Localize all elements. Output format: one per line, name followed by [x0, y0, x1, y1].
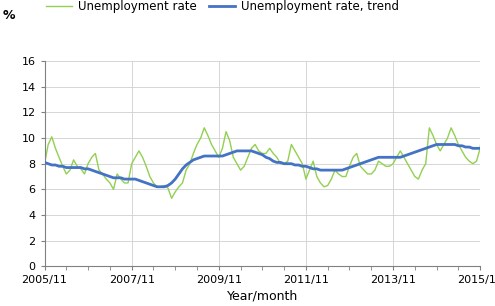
Unemployment rate, trend — [361, 161, 367, 164]
Unemployment rate, trend — [376, 155, 382, 159]
Unemployment rate — [42, 162, 48, 166]
Unemployment rate — [361, 168, 367, 172]
Unemployment rate, trend — [42, 161, 48, 164]
Unemployment rate — [74, 164, 80, 168]
Unemployment rate — [376, 159, 382, 163]
Legend: Unemployment rate, Unemployment rate, trend: Unemployment rate, Unemployment rate, tr… — [42, 0, 403, 18]
Text: %: % — [2, 9, 15, 22]
Unemployment rate, trend — [434, 143, 440, 146]
Line: Unemployment rate, trend: Unemployment rate, trend — [45, 144, 495, 187]
Unemployment rate — [481, 113, 487, 117]
Unemployment rate — [169, 196, 175, 200]
Unemployment rate, trend — [74, 166, 80, 170]
Unemployment rate, trend — [154, 185, 160, 188]
Line: Unemployment rate: Unemployment rate — [45, 115, 495, 198]
Unemployment rate — [346, 164, 352, 168]
X-axis label: Year/month: Year/month — [227, 289, 298, 302]
Unemployment rate, trend — [346, 166, 352, 170]
